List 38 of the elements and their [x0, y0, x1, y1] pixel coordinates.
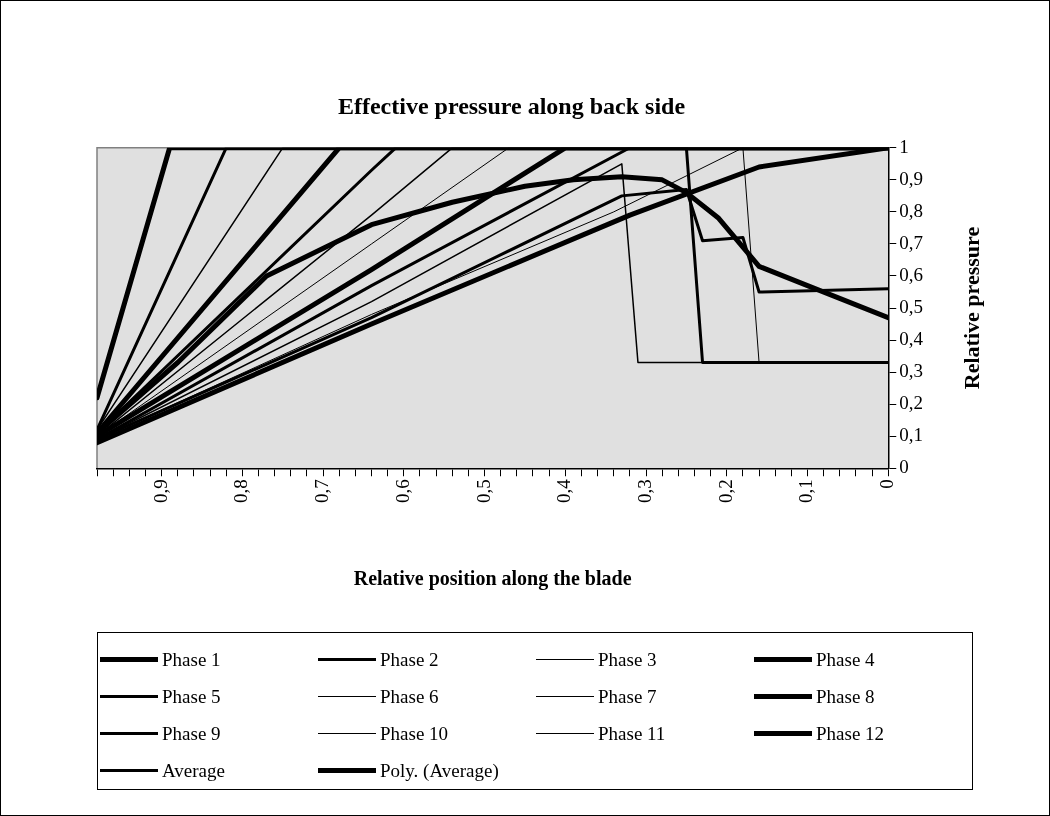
legend-label: Phase 5	[162, 685, 221, 708]
legend-label: Average	[162, 759, 225, 782]
legend-label: Phase 6	[380, 685, 439, 708]
y-tick-label: 0,7	[899, 231, 923, 253]
y-tick-label: 0,5	[899, 296, 923, 318]
legend-label: Phase 2	[380, 648, 439, 671]
y-tick-label: 0,8	[899, 199, 923, 221]
x-tick-label: 0,1	[795, 479, 817, 503]
x-tick-label: 0,5	[472, 479, 494, 503]
x-tick-label: 0,3	[634, 479, 656, 503]
y-tick-label: 0,9	[899, 167, 923, 189]
x-axis-title: Relative position along the blade	[353, 567, 632, 591]
x-tick-label: 0,8	[230, 479, 252, 503]
x-tick-label: 0,2	[714, 479, 736, 503]
legend-label: Phase 3	[598, 648, 657, 671]
legend-label: Phase 10	[380, 722, 449, 745]
y-tick-label: 0,1	[899, 424, 923, 446]
legend-label: Phase 4	[816, 648, 875, 671]
legend-label: Phase 8	[816, 685, 875, 708]
x-tick-label: 0,4	[553, 478, 575, 503]
y-tick-label: 0	[899, 456, 909, 478]
legend-label: Phase 11	[598, 722, 666, 745]
legend-label: Poly. (Average)	[380, 759, 499, 782]
x-tick-label: 0,9	[149, 479, 171, 503]
y-axis-title: Relative pressure	[958, 226, 984, 390]
y-tick-label: 0,3	[899, 360, 923, 382]
chart-title: Effective pressure along back side	[337, 92, 686, 119]
y-tick-label: 0,4	[899, 328, 924, 350]
y-tick-label: 0,2	[899, 392, 923, 414]
y-tick-label: 1	[899, 135, 909, 157]
x-tick-label: 0,6	[391, 479, 413, 503]
y-tick-label: 0,6	[899, 263, 923, 285]
legend-label: Phase 12	[816, 722, 885, 745]
x-tick-label: 0,7	[311, 479, 333, 503]
x-tick-label: 0	[876, 479, 898, 489]
legend-label: Phase 7	[598, 685, 657, 708]
legend-label: Phase 9	[162, 722, 221, 745]
legend-label: Phase 1	[162, 648, 221, 671]
